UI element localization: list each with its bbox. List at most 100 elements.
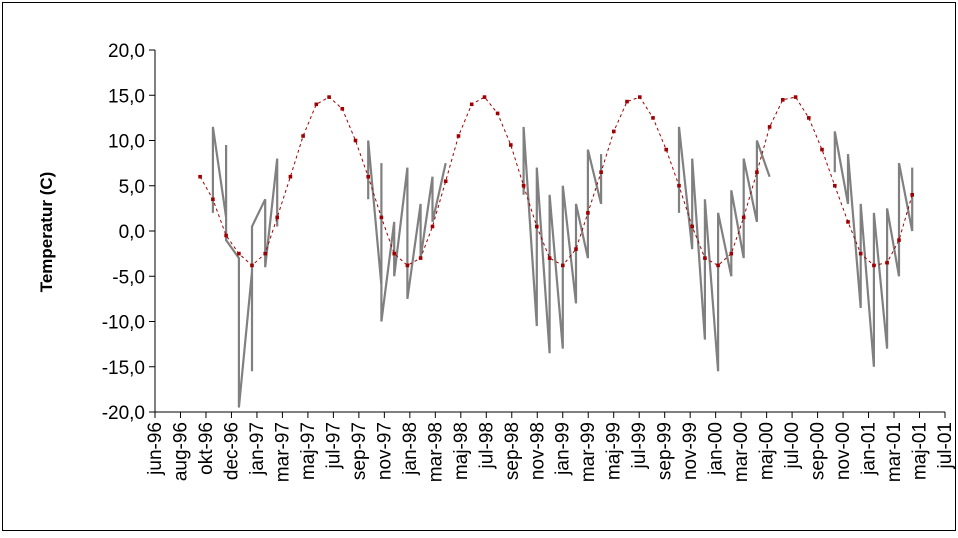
x-tick-label: nov-99: [680, 422, 701, 480]
x-tick-label: nov-97: [374, 422, 395, 480]
measured-series-line: [677, 126, 771, 372]
measured-series-line: [367, 140, 447, 322]
y-tick-label: -20,0: [102, 403, 145, 424]
model-series-point: [482, 95, 487, 99]
x-tick-label: mar-97: [272, 422, 293, 482]
x-tick-label: jun-96: [145, 422, 166, 476]
model-series-point: [392, 251, 396, 256]
y-axis-title: Temperatur (C): [37, 172, 56, 293]
model-series-point: [301, 134, 305, 138]
model-series-point: [430, 224, 435, 229]
model-series-point: [469, 102, 474, 107]
axes: 20,0 15,0 10,0 5,0 0,0 -5,0 -10,0 -15,0 -20,0jun…: [102, 41, 956, 482]
model-series: [198, 95, 914, 268]
model-series-point: [664, 147, 668, 152]
model-series-point: [561, 263, 565, 268]
model-series-point: [820, 147, 824, 152]
y-tick-label: 10,0: [108, 132, 145, 153]
model-series-point: [910, 193, 914, 197]
x-tick-label: maj-00: [757, 422, 778, 480]
model-series-point: [885, 260, 889, 265]
x-tick-label: maj-99: [604, 422, 625, 480]
x-tick-label: mar-00: [731, 422, 752, 482]
x-tick-label: aug-96: [170, 422, 191, 481]
x-tick-label: mar-01: [884, 422, 905, 482]
y-tick-label: 20,0: [108, 41, 145, 62]
x-tick-label: mar-98: [425, 422, 446, 482]
chart-area-border: [2, 2, 956, 531]
model-series-point: [599, 170, 603, 174]
model-series-point: [690, 224, 694, 229]
x-tick-label: sep-99: [655, 422, 676, 480]
x-tick-label: nov-00: [833, 422, 854, 480]
x-tick-label: sep-97: [349, 422, 370, 480]
y-tick-label: 5,0: [119, 177, 145, 198]
x-tick-label: maj-01: [910, 422, 931, 480]
model-series-point: [767, 125, 772, 129]
model-series-point: [263, 251, 267, 256]
model-series-line: [199, 96, 913, 267]
model-series-point: [703, 256, 707, 260]
model-series-point: [237, 251, 241, 256]
model-series-point: [509, 143, 513, 147]
model-series-point: [443, 179, 448, 183]
model-series-point: [807, 116, 811, 120]
model-series-point: [547, 256, 552, 260]
model-series-point: [198, 174, 202, 179]
x-tick-label: maj-98: [451, 422, 472, 480]
x-tick-label: jul-01: [935, 422, 956, 469]
y-tick-label: -15,0: [102, 358, 145, 379]
model-series-point: [846, 220, 850, 224]
x-tick-label: jan-01: [859, 422, 880, 476]
model-series-point: [586, 211, 590, 215]
model-series-point: [638, 95, 642, 99]
model-series-point: [211, 197, 215, 202]
model-series-point: [327, 95, 331, 99]
x-tick-label: dec-96: [221, 422, 242, 480]
x-tick-label: maj-97: [298, 422, 319, 480]
model-series-point: [651, 116, 655, 120]
model-series-point: [495, 111, 500, 116]
model-series-point: [379, 215, 384, 220]
model-series-point: [535, 224, 539, 229]
model-series-point: [353, 138, 358, 143]
x-tick-label: jul-97: [323, 422, 344, 469]
x-tick-label: sep-00: [808, 422, 829, 480]
model-series-point: [716, 263, 720, 268]
model-series-point: [741, 215, 746, 220]
model-series-point: [275, 215, 279, 220]
x-tick-label: sep-98: [502, 422, 523, 480]
x-tick-label: jan-98: [400, 422, 421, 476]
model-series-point: [625, 99, 629, 104]
model-series-point: [250, 263, 254, 268]
measured-series-line: [211, 126, 279, 408]
y-tick-label: 0,0: [119, 222, 145, 243]
y-tick-label: 15,0: [108, 86, 145, 107]
model-series-point: [872, 263, 876, 268]
x-tick-label: jan-99: [553, 422, 574, 476]
model-series-point: [574, 247, 578, 251]
x-tick-label: jul-99: [629, 422, 650, 469]
model-series-point: [781, 98, 785, 102]
model-series-point: [418, 256, 423, 260]
model-series-point: [677, 183, 681, 188]
model-series-point: [521, 183, 526, 188]
model-series-point: [224, 233, 228, 238]
y-tick-label: -10,0: [102, 313, 145, 334]
model-series-point: [288, 174, 293, 179]
model-series-point: [729, 251, 734, 256]
model-series-point: [314, 102, 319, 107]
model-series-point: [405, 263, 410, 268]
measured-series: [211, 126, 914, 408]
model-series-point: [612, 129, 616, 134]
model-series-point: [897, 238, 901, 242]
model-series-point: [833, 183, 837, 188]
model-series-point: [793, 95, 798, 99]
x-tick-label: jan-00: [706, 422, 727, 476]
x-tick-label: jul-00: [782, 422, 803, 469]
model-series-point: [755, 170, 759, 174]
model-series-point: [858, 251, 863, 256]
x-tick-label: nov-98: [527, 422, 548, 480]
